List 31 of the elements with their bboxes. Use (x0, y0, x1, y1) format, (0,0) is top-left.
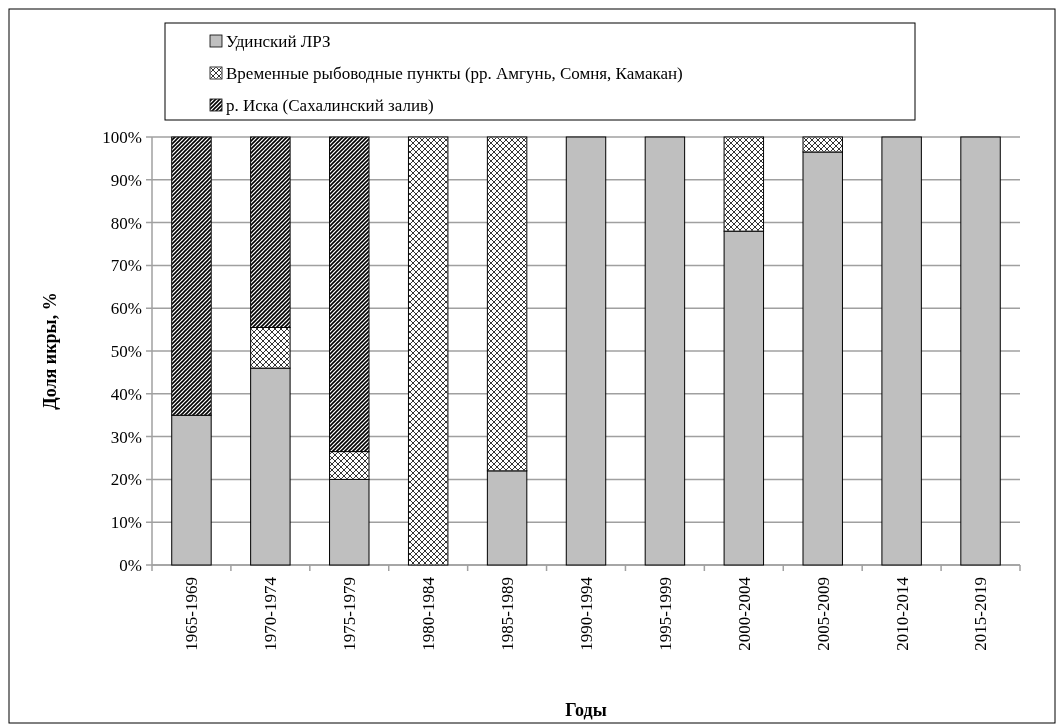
x-tick-label: 2010-2014 (892, 576, 912, 651)
legend-label: Удинский ЛРЗ (226, 31, 331, 51)
y-tick-label: 90% (110, 170, 142, 190)
x-tick-label: 1975-1979 (340, 577, 360, 651)
y-tick-label: 40% (110, 384, 142, 404)
y-tick-label: 60% (110, 299, 142, 319)
legend-label: Временные рыбоводные пункты (рр. Амгунь, Сомня, Камакан) (226, 63, 683, 83)
x-tick-label: 1970-1974 (261, 576, 281, 651)
y-tick-label: 50% (110, 341, 142, 361)
bar (960, 136, 1001, 566)
y-tick-label: 70% (110, 256, 142, 276)
x-tick-label: 1980-1984 (419, 576, 439, 651)
y-tick-label: 80% (110, 213, 142, 233)
bar (565, 136, 607, 566)
x-tick-label: 2005-2009 (813, 577, 833, 651)
y-tick-label: 30% (110, 427, 142, 447)
x-axis-title: Годы (565, 700, 607, 720)
x-tick-label: 2000-2004 (734, 576, 754, 651)
x-tick-label: 1965-1969 (182, 577, 202, 651)
x-tick-label: 1985-1989 (498, 577, 518, 651)
y-tick-label: 10% (110, 513, 142, 533)
y-axis-title: Доля икры, % (40, 292, 60, 410)
y-tick-label: 0% (119, 555, 142, 575)
y-tick-label: 20% (110, 470, 142, 490)
x-tick-label: 1990-1994 (576, 576, 596, 651)
bar (644, 136, 686, 566)
x-tick-label: 2015-2019 (971, 577, 991, 651)
x-tick-label: 1995-1999 (655, 577, 675, 651)
y-tick-label: 100% (102, 127, 142, 147)
bar (881, 136, 922, 566)
legend-label: р. Иска (Сахалинский залив) (226, 95, 434, 115)
